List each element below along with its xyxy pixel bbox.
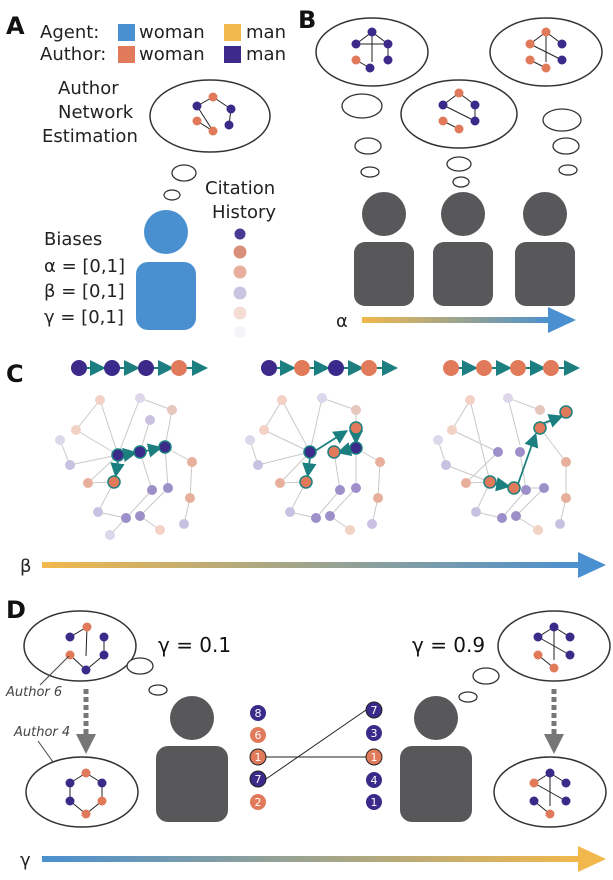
legend-author-man-text: man xyxy=(246,44,286,65)
left-list-item-0: 8 xyxy=(255,707,262,720)
gamma-high-label: γ = 0.9 xyxy=(412,633,485,657)
citation-sequence-right xyxy=(443,360,580,376)
thought-bubble-d-top-right xyxy=(497,610,611,682)
author6-pointer xyxy=(39,655,70,686)
transition-arrow-d-right xyxy=(544,689,564,754)
legend-agent-man-text: man xyxy=(246,22,286,43)
citation-sequence-center xyxy=(261,360,398,376)
panel-label-c: C xyxy=(6,360,24,388)
thought-bubble-b-center xyxy=(400,79,518,149)
legend-agent-woman-text: woman xyxy=(139,22,205,43)
gamma-gradient-arrow xyxy=(42,846,606,872)
author4-label: Author 4 xyxy=(13,725,70,740)
left-list-item-1: 6 xyxy=(255,729,262,742)
right-list-item-3: 4 xyxy=(371,774,378,787)
legend-author-woman-swatch xyxy=(118,46,135,63)
legend: Agent: woman man Author: woman man xyxy=(40,22,286,65)
citation-sequence-left xyxy=(71,360,208,376)
left-list-item-2: 1 xyxy=(255,751,262,764)
left-list-item-3: 7 xyxy=(255,773,262,786)
transition-arrow-d-left xyxy=(76,689,96,754)
citation-history-dots xyxy=(233,228,247,338)
citation-list-left: 8 6 1 7 2 xyxy=(249,705,267,810)
beta-axis-label: β xyxy=(20,556,32,577)
legend-author-label: Author: xyxy=(40,44,106,65)
citation-line-1: Citation xyxy=(205,178,275,199)
citation-line-2: History xyxy=(212,202,276,223)
legend-agent-woman-swatch xyxy=(118,24,135,41)
gamma-low-label: γ = 0.1 xyxy=(158,633,231,657)
right-list-item-2: 1 xyxy=(371,751,378,764)
thought-bubble-b-left xyxy=(315,17,429,87)
beta-gradient-arrow xyxy=(42,552,606,578)
alpha-gradient-arrow xyxy=(362,307,576,333)
thought-trail-d-right xyxy=(458,667,500,703)
panel-label-a: A xyxy=(6,12,25,40)
network-c-right xyxy=(433,393,573,535)
agent-d-left-icon xyxy=(156,696,228,822)
panel-label-d: D xyxy=(6,596,26,624)
agent-b-left-icon xyxy=(354,192,414,306)
right-list-item-1: 3 xyxy=(371,727,378,740)
legend-agent-label: Agent: xyxy=(40,22,99,43)
panel-label-b: B xyxy=(298,6,316,34)
legend-author-man-swatch xyxy=(224,46,241,63)
agent-b-center-icon xyxy=(433,192,493,306)
author6-label: Author 6 xyxy=(5,685,62,700)
thought-bubble-d-bottom-right xyxy=(493,756,607,828)
estimation-line-3: Estimation xyxy=(42,126,138,147)
left-list-item-4: 2 xyxy=(255,796,262,809)
thought-bubble-d-bottom-left xyxy=(25,756,139,828)
right-list-item-0: 7 xyxy=(371,704,378,717)
thought-bubble-a xyxy=(149,79,271,201)
alpha-axis-label: α xyxy=(336,311,348,332)
thought-trail-b xyxy=(341,93,582,188)
agent-d-right-icon xyxy=(400,696,472,822)
estimation-line-1: Author xyxy=(58,78,119,99)
thought-bubble-b-right xyxy=(489,17,603,87)
mini-network-a xyxy=(192,92,236,136)
bias-alpha: α = [0,1] xyxy=(44,256,125,277)
right-list-item-4: 1 xyxy=(371,796,378,809)
biases-title: Biases xyxy=(44,229,102,250)
bias-beta: β = [0,1] xyxy=(44,281,125,302)
estimation-line-2: Network xyxy=(58,102,134,123)
bias-gamma: γ = [0,1] xyxy=(44,307,124,328)
legend-agent-man-swatch xyxy=(224,24,241,41)
gamma-axis-label: γ xyxy=(20,850,31,871)
legend-author-woman-text: woman xyxy=(139,44,205,65)
citation-list-right: 7 3 1 4 1 xyxy=(365,701,383,810)
thought-bubble-d-top-left xyxy=(23,610,137,682)
citation-match-lines xyxy=(265,709,367,780)
agent-woman-icon xyxy=(136,210,196,330)
network-c-center xyxy=(245,393,385,535)
agent-b-right-icon xyxy=(515,192,575,306)
network-c-left xyxy=(55,393,197,540)
thought-trail-d-left xyxy=(126,657,168,696)
